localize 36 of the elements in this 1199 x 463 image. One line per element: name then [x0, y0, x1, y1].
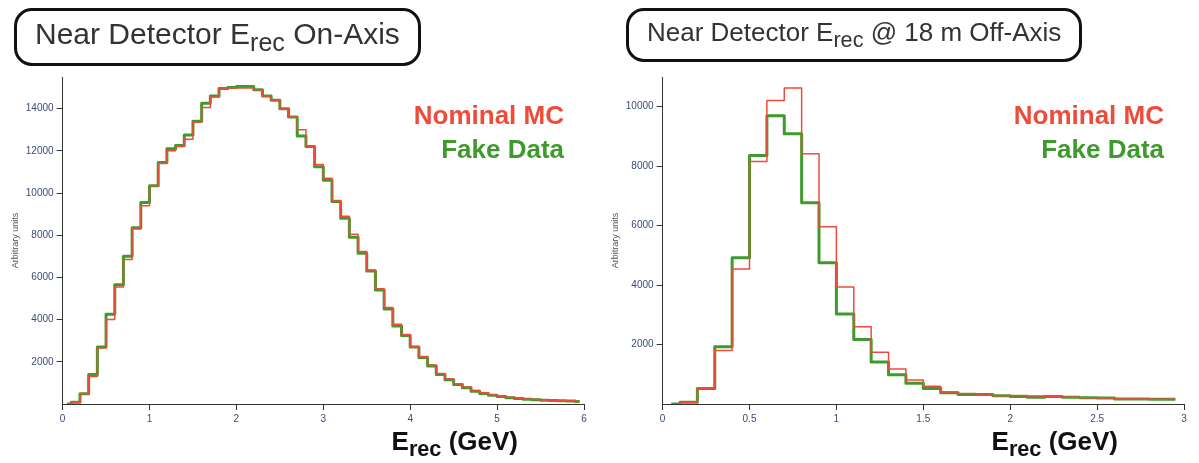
- text: Fake Data: [441, 134, 565, 165]
- x-tick-label: 0: [659, 412, 666, 424]
- y-tick-label: 14000: [25, 102, 55, 114]
- chart-title: Near Detector E$_{rec}$ On-Axis: [14, 8, 421, 66]
- y-tick-label: 8000: [631, 159, 655, 171]
- y-tick-label: 2000: [631, 338, 655, 350]
- y-tick-label: 12000: [25, 144, 55, 156]
- y-tick-label: 6000: [631, 219, 655, 231]
- y-tick-label: 6000: [31, 271, 55, 283]
- x-tick-label: 1: [146, 412, 153, 424]
- y-tick-label: 10000: [625, 100, 655, 112]
- y-tick-label: 4000: [631, 278, 655, 290]
- x-tick-label: 1.5: [916, 412, 931, 424]
- y-tick-label: 10000: [25, 186, 55, 198]
- y-tick-label: 8000: [31, 228, 55, 240]
- x-tick-label: 3: [320, 412, 327, 424]
- x-tick-label: 0.5: [742, 412, 757, 424]
- text: Fake Data: [1041, 134, 1165, 165]
- x-axis-title: E$_{rec}$ (GeV): [391, 426, 518, 463]
- x-tick-label: 5: [494, 412, 501, 424]
- chart-title: Near Detector E$_{rec}$ @ 18 m Off-Axis: [626, 8, 1083, 63]
- x-tick-label: 3: [1181, 412, 1188, 424]
- text: Nominal MC: [413, 100, 565, 131]
- x-tick-label: 2.5: [1090, 412, 1105, 424]
- y-axis-title: Arbitrary units: [9, 212, 20, 269]
- y-axis-title: Arbitrary units: [609, 212, 620, 269]
- x-tick-label: 1: [833, 412, 840, 424]
- y-tick-label: 4000: [31, 313, 55, 325]
- x-tick-label: 2: [1007, 412, 1014, 424]
- x-tick-label: 6: [581, 412, 588, 424]
- text: Nominal MC: [1013, 100, 1165, 131]
- x-tick-label: 2: [233, 412, 240, 424]
- x-tick-label: 0: [59, 412, 66, 424]
- x-tick-label: 4: [407, 412, 414, 424]
- x-axis-title: E$_{rec}$ (GeV): [991, 426, 1118, 463]
- y-tick-label: 2000: [31, 355, 55, 367]
